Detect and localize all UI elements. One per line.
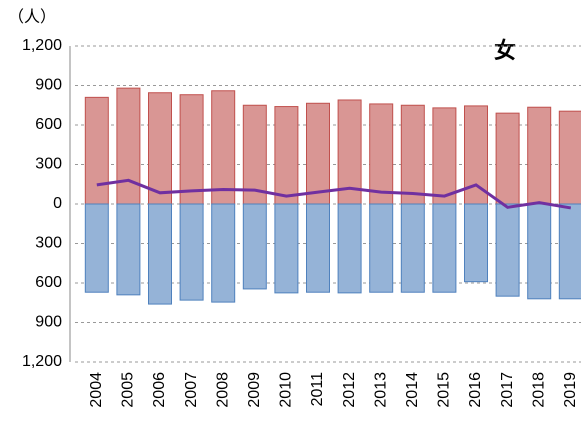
bar: [84, 96, 109, 205]
x-tick-label: 2018: [530, 372, 547, 408]
x-tick-label: 2010: [278, 372, 295, 408]
bar: [242, 203, 267, 290]
bar: [527, 106, 552, 205]
x-tick-label: 2009: [246, 372, 263, 408]
bar: [84, 203, 109, 293]
x-tick-label: 2005: [120, 372, 137, 408]
x-tick-label: 2013: [372, 372, 389, 408]
bar: [211, 90, 236, 205]
bar: [369, 103, 394, 205]
bar: [400, 104, 425, 205]
y-tick-label: 300: [35, 156, 62, 173]
bar: [558, 110, 581, 205]
x-tick-label: 2004: [88, 372, 105, 408]
x-tick-label: 2019: [562, 372, 579, 408]
bar: [369, 203, 394, 293]
y-axis-unit: （人）: [8, 8, 56, 26]
bar: [464, 203, 488, 283]
bar: [116, 87, 141, 205]
chart-title: 女: [494, 38, 516, 63]
bar: [148, 92, 172, 205]
x-tick-label: 2012: [341, 372, 358, 408]
y-tick-label: 600: [35, 116, 62, 133]
bar: [495, 203, 520, 297]
bar: [179, 94, 204, 205]
y-tick-label: 1,200: [22, 353, 62, 370]
bar: [148, 203, 172, 305]
y-tick-label: 1,200: [22, 37, 62, 54]
bar: [337, 203, 362, 294]
bar: [495, 112, 520, 205]
bar: [179, 203, 204, 301]
x-tick-label: 2016: [467, 372, 484, 408]
y-tick-label: 900: [35, 314, 62, 331]
x-tick-label: 2017: [499, 372, 516, 408]
bar: [211, 203, 236, 303]
x-tick-label: 2014: [404, 372, 421, 408]
bar: [432, 203, 457, 293]
y-tick-label: 300: [35, 235, 62, 252]
y-tick-label: 600: [35, 274, 62, 291]
x-tick-label: 2011: [309, 372, 326, 407]
bar: [400, 203, 425, 293]
bar: [558, 203, 581, 300]
bar: [527, 203, 552, 300]
x-tick-label: 2008: [214, 372, 231, 408]
bar: [274, 106, 299, 205]
x-tick-label: 2007: [183, 372, 200, 408]
x-tick-label: 2006: [151, 372, 168, 408]
y-tick-label: 900: [35, 77, 62, 94]
bar: [306, 102, 330, 205]
line: [96, 178, 572, 210]
bar: [306, 203, 330, 293]
y-tick-label: 0: [53, 195, 62, 212]
bar: [116, 203, 141, 296]
x-tick-label: 2015: [436, 372, 453, 408]
bar: [432, 107, 457, 205]
bar: [274, 203, 299, 294]
